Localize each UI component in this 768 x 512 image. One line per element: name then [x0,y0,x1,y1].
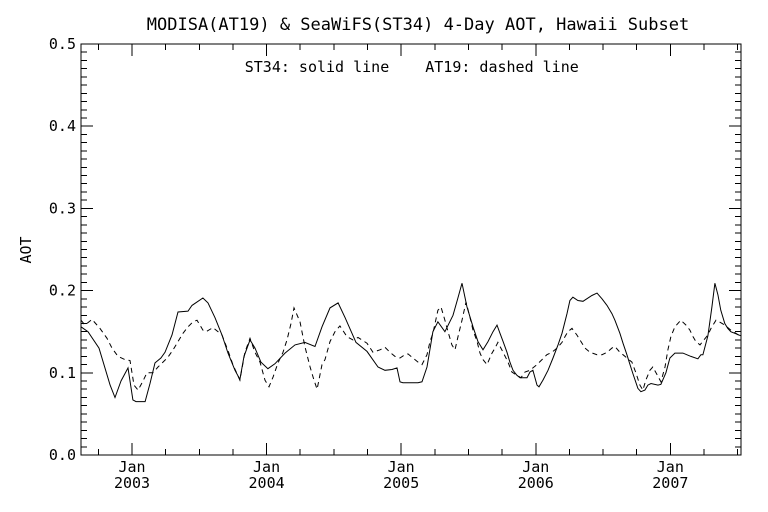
x-tick-label-month: Jan [253,458,280,476]
x-tick-label-year: 2006 [518,474,554,492]
y-tick-label: 0.1 [49,364,76,382]
x-tick-label-month: Jan [118,458,145,476]
x-tick-label-year: 2003 [114,474,150,492]
st34-series-line [80,283,742,403]
at19-series-line [80,301,742,392]
y-tick-label: 0.0 [49,446,76,464]
y-tick-label: 0.5 [49,35,76,53]
legend-at19-label: AT19: dashed line [425,58,579,76]
x-tick-label-month: Jan [657,458,684,476]
y-tick-label: 0.2 [49,282,76,300]
data-series [80,283,742,403]
legend-st34-label: ST34: solid line [245,58,390,76]
x-tick-label-year: 2005 [383,474,419,492]
axis-ticks [81,43,741,456]
tick-marks [81,43,741,456]
x-tick-label-year: 2007 [652,474,688,492]
y-tick-label: 0.3 [49,199,76,217]
y-tick-label: 0.4 [49,117,76,135]
chart-title: MODISA(AT19) & SeaWiFS(ST34) 4-Day AOT, … [147,15,689,35]
plot-frame [80,43,742,456]
y-axis-title: AOT [17,236,35,263]
axis-tick-labels: 0.00.10.20.30.40.5Jan2003Jan2004Jan2005J… [49,35,688,492]
x-tick-label-month: Jan [522,458,549,476]
x-tick-label-month: Jan [388,458,415,476]
x-tick-label-year: 2004 [249,474,285,492]
